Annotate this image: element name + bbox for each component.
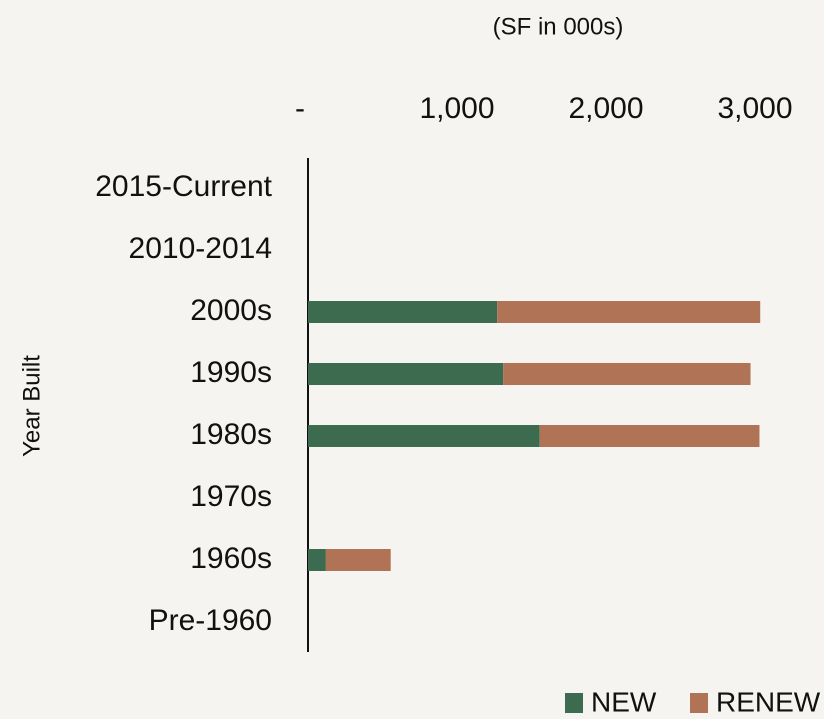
legend-label: RENEW [716,686,821,717]
bar-segment [325,549,391,571]
y-tick-label: 1990s [190,356,272,389]
y-tick-label: 2000s [190,294,272,327]
bar-segment [308,301,498,323]
bar-segment [308,425,540,447]
y-tick-label: Pre-1960 [149,604,272,637]
legend-swatch [565,693,583,713]
y-tick-label: 2010-2014 [129,232,272,265]
x-tick-label: - [295,92,305,125]
x-tick-label: 3,000 [717,92,792,125]
legend-swatch [690,693,708,713]
bar-segment [497,301,761,323]
x-tick-label: 2,000 [568,92,643,125]
bar-segment [308,549,326,571]
legend-label: NEW [591,686,657,717]
y-axis-label: Year Built [18,355,45,457]
bar-segment [308,363,504,385]
y-tick-label: 1960s [190,542,272,575]
bar-segment [539,425,760,447]
y-tick-label: 1970s [190,480,272,513]
chart-title: (SF in 000s) [493,13,624,40]
y-tick-label: 1980s [190,418,272,451]
bar-segment [503,363,751,385]
x-tick-label: 1,000 [419,92,494,125]
y-tick-label: 2015-Current [95,170,272,203]
